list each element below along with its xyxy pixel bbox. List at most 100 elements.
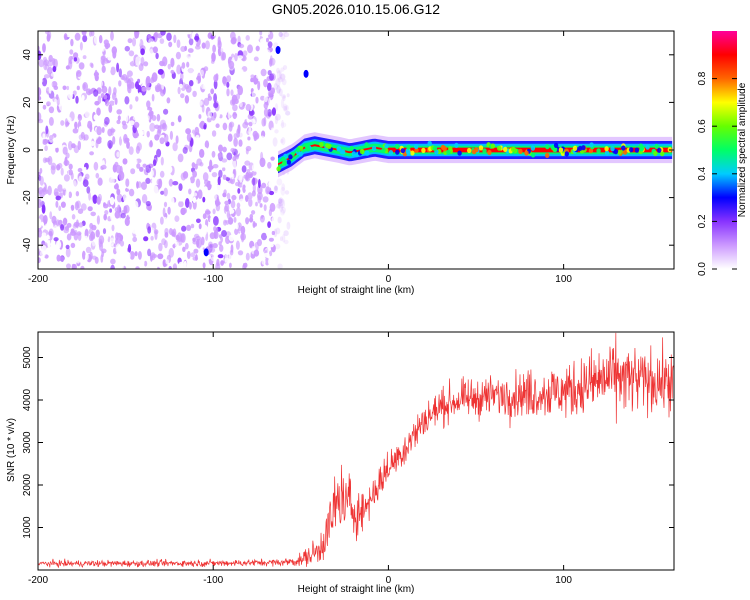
spectrogram-cell — [490, 143, 496, 149]
spectrogram-cell — [107, 140, 113, 149]
spectrogram-cell — [235, 240, 240, 250]
spectrogram-cell — [205, 73, 211, 79]
spectrogram-cell — [169, 130, 173, 140]
spectrogram-cell — [276, 178, 283, 186]
spectrogram-cell — [101, 164, 107, 170]
spectrogram-cell — [279, 89, 283, 99]
spectrogram-cell — [189, 176, 195, 184]
spectrogram-cell — [219, 132, 223, 138]
spectrogram-cell — [266, 231, 270, 237]
spectrogram-cell — [148, 193, 155, 201]
spectrogram-cell — [280, 120, 286, 128]
spectrogram-cell — [65, 121, 70, 127]
snr-x-tick-label: 0 — [386, 575, 392, 586]
spectrogram-cell — [278, 208, 284, 218]
spectrogram-cell — [107, 55, 113, 61]
spectrogram-cell — [454, 142, 459, 148]
spectrogram-cell — [217, 254, 224, 259]
spectrogram-cell — [44, 223, 50, 231]
spectrogram-cell — [168, 266, 172, 269]
spectrogram-cell — [277, 201, 281, 210]
spectrogram-cell — [161, 82, 165, 90]
spectrogram-cell — [130, 168, 136, 175]
spectrogram-cell — [279, 187, 283, 195]
spectrogram-cell — [174, 241, 180, 247]
spectrogram-cell — [85, 150, 90, 154]
spectrogram-cell — [180, 93, 185, 99]
spectrogram-cell — [220, 260, 225, 266]
spectrogram-cell — [124, 45, 130, 52]
snr-y-tick-label: 3000 — [22, 431, 33, 454]
spectrogram-cell — [109, 196, 115, 206]
spectrogram-cell — [115, 243, 122, 254]
colorbar: 0.0 0.2 0.4 0.6 0.8 Normalized spectral ampl… — [697, 31, 748, 276]
spectrogram-cell — [168, 41, 173, 48]
spectrogram-cell — [59, 256, 65, 262]
spectrogram-cell — [95, 229, 100, 238]
spectrogram-cell — [572, 145, 578, 151]
spectrogram-cell — [217, 74, 223, 84]
spectrogram-cell — [109, 175, 115, 185]
spectrogram-cell — [109, 208, 112, 213]
spectrogram-cell — [269, 250, 273, 257]
spectrogram-cell — [503, 146, 508, 152]
spectrogram-cell — [203, 122, 207, 129]
spectrogram-cell — [180, 207, 186, 216]
spectrogram-cell — [101, 101, 106, 106]
spectrogram-cell — [327, 143, 332, 149]
spectrogram-cell — [58, 101, 65, 112]
spectrogram-cell — [215, 123, 220, 128]
spectrogram-cell — [152, 159, 157, 167]
spectrogram-cell — [245, 145, 252, 152]
spectrogram-cell — [185, 238, 191, 243]
spectrogram-cell — [281, 99, 285, 107]
spectrogram-cell — [166, 79, 170, 84]
spectrogram-cell — [204, 140, 210, 149]
spectrogram-cell — [192, 196, 197, 203]
spectrogram-cell — [113, 184, 119, 190]
spectrogram-cell — [178, 261, 184, 267]
spectrogram-cell — [110, 211, 116, 221]
colorbar-tick-label: 0.8 — [697, 71, 708, 85]
spectrogram-cell — [341, 149, 346, 155]
spectrogram-cell — [124, 96, 130, 105]
spectrogram-cell — [267, 90, 274, 97]
snr-y-tick-label: 5000 — [22, 346, 33, 369]
spectrogram-cell — [186, 132, 192, 142]
spectrogram-cell — [131, 225, 137, 234]
spectrogram-cell — [278, 88, 283, 97]
spectrogram-cell — [156, 148, 162, 158]
spectrogram-cell — [172, 228, 177, 238]
spectrogram-cell — [564, 151, 569, 157]
spectrogram-cell — [251, 164, 256, 172]
spectrogram-track-band — [278, 139, 673, 171]
spectrogram-cell — [129, 183, 136, 189]
spectrogram-cell — [85, 246, 92, 254]
spectrogram-cell — [88, 155, 93, 162]
spectrogram-cell — [351, 151, 356, 157]
spectrogram-cell — [106, 164, 113, 172]
spectrogram-cell — [211, 150, 216, 158]
spectrogram-cell — [60, 167, 64, 176]
spectrogram-cell — [56, 96, 60, 106]
spectrogram-cell — [213, 193, 217, 201]
spectrogram-cell — [110, 31, 114, 41]
spectrogram-cell — [90, 140, 95, 147]
spectrogram-cell — [72, 64, 77, 73]
spectrogram-cell — [83, 83, 86, 90]
spectrogram-cell — [213, 79, 218, 90]
spectrogram-cell — [280, 33, 286, 40]
spectrogram-cell — [141, 194, 148, 204]
spectrogram-cell — [161, 102, 166, 110]
spectrogram-cell — [212, 164, 219, 169]
spectrogram-cell — [319, 142, 324, 148]
spectrogram-cell — [280, 236, 283, 242]
spectrogram-cell — [197, 189, 203, 199]
spectrogram-cell — [68, 59, 73, 70]
spectrogram-cell — [222, 122, 228, 131]
spectrogram-cell — [124, 170, 130, 180]
spectrogram-cell — [151, 82, 155, 89]
spectrogram-cell — [220, 51, 225, 61]
spectrogram-cell — [205, 40, 210, 50]
snr-chart: -200 -100 0 100 1000 2000 3000 4000 5000 Height … — [6, 331, 675, 595]
